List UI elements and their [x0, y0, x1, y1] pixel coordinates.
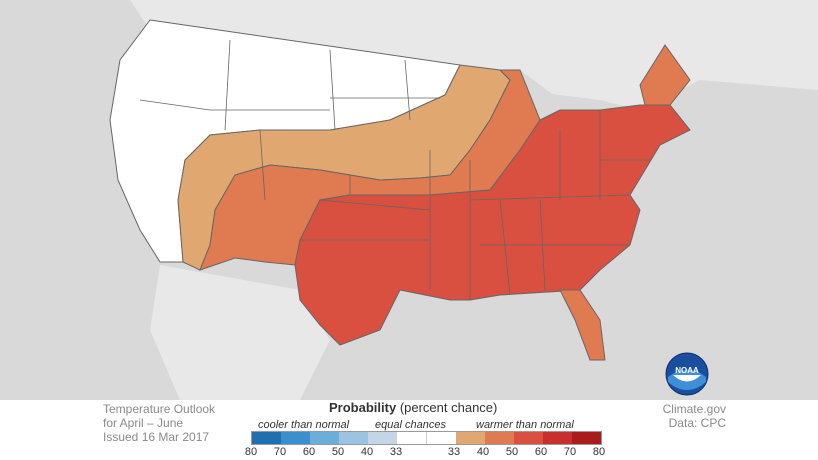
legend-tick-label: 80 [592, 446, 606, 458]
legend-title-rest: (percent chance) [399, 400, 498, 415]
legend-equal-label: equal chances [375, 419, 446, 431]
legend-tick-label: 50 [505, 446, 519, 458]
legend-swatch [310, 432, 339, 444]
region-prob-40-50-northeast [639, 44, 691, 106]
region-florida [559, 289, 606, 361]
legend-swatch [456, 432, 485, 444]
legend-color-bar [251, 431, 602, 445]
legend-swatch [339, 432, 368, 444]
legend-tick-label: 40 [360, 446, 374, 458]
legend-swatch [427, 432, 456, 444]
legend-tick-label: 50 [331, 446, 345, 458]
outlook-issued: Issued 16 Mar 2017 [103, 430, 210, 444]
legend-swatch [368, 432, 397, 444]
legend-title-bold: Probability [329, 400, 397, 415]
legend-swatch [281, 432, 310, 444]
legend-swatch [397, 432, 427, 444]
credit-site: Climate.gov [662, 402, 726, 416]
legend-warmer-label: warmer than normal [476, 419, 574, 431]
state-borders [139, 39, 650, 300]
legend-tick-label: 33 [447, 446, 461, 458]
legend-tick-label: 33 [389, 446, 403, 458]
legend-cooler-label: cooler than normal [258, 419, 350, 431]
legend-swatch [572, 432, 601, 444]
legend-swatch [543, 432, 572, 444]
legend-swatch [514, 432, 543, 444]
legend-tick-label: 70 [273, 446, 287, 458]
outlook-map [0, 0, 818, 400]
noaa-logo-icon: NOAA [665, 352, 709, 396]
svg-text:NOAA: NOAA [675, 366, 699, 375]
noaa-logo: NOAA [665, 352, 709, 396]
legend-tick-label: 70 [563, 446, 577, 458]
mexico-land [150, 265, 330, 400]
legend-tick-label: 80 [244, 446, 258, 458]
credit-data: Data: CPC [668, 416, 726, 430]
legend-tick-label: 60 [534, 446, 548, 458]
outlook-period: for April – June [103, 416, 184, 430]
legend-tick-label: 60 [302, 446, 316, 458]
legend-title: Probability (percent chance) [329, 400, 497, 415]
legend-swatch [485, 432, 514, 444]
legend-tick-label: 40 [476, 446, 490, 458]
legend-swatch [252, 432, 281, 444]
outlook-title: Temperature Outlook [103, 402, 216, 416]
